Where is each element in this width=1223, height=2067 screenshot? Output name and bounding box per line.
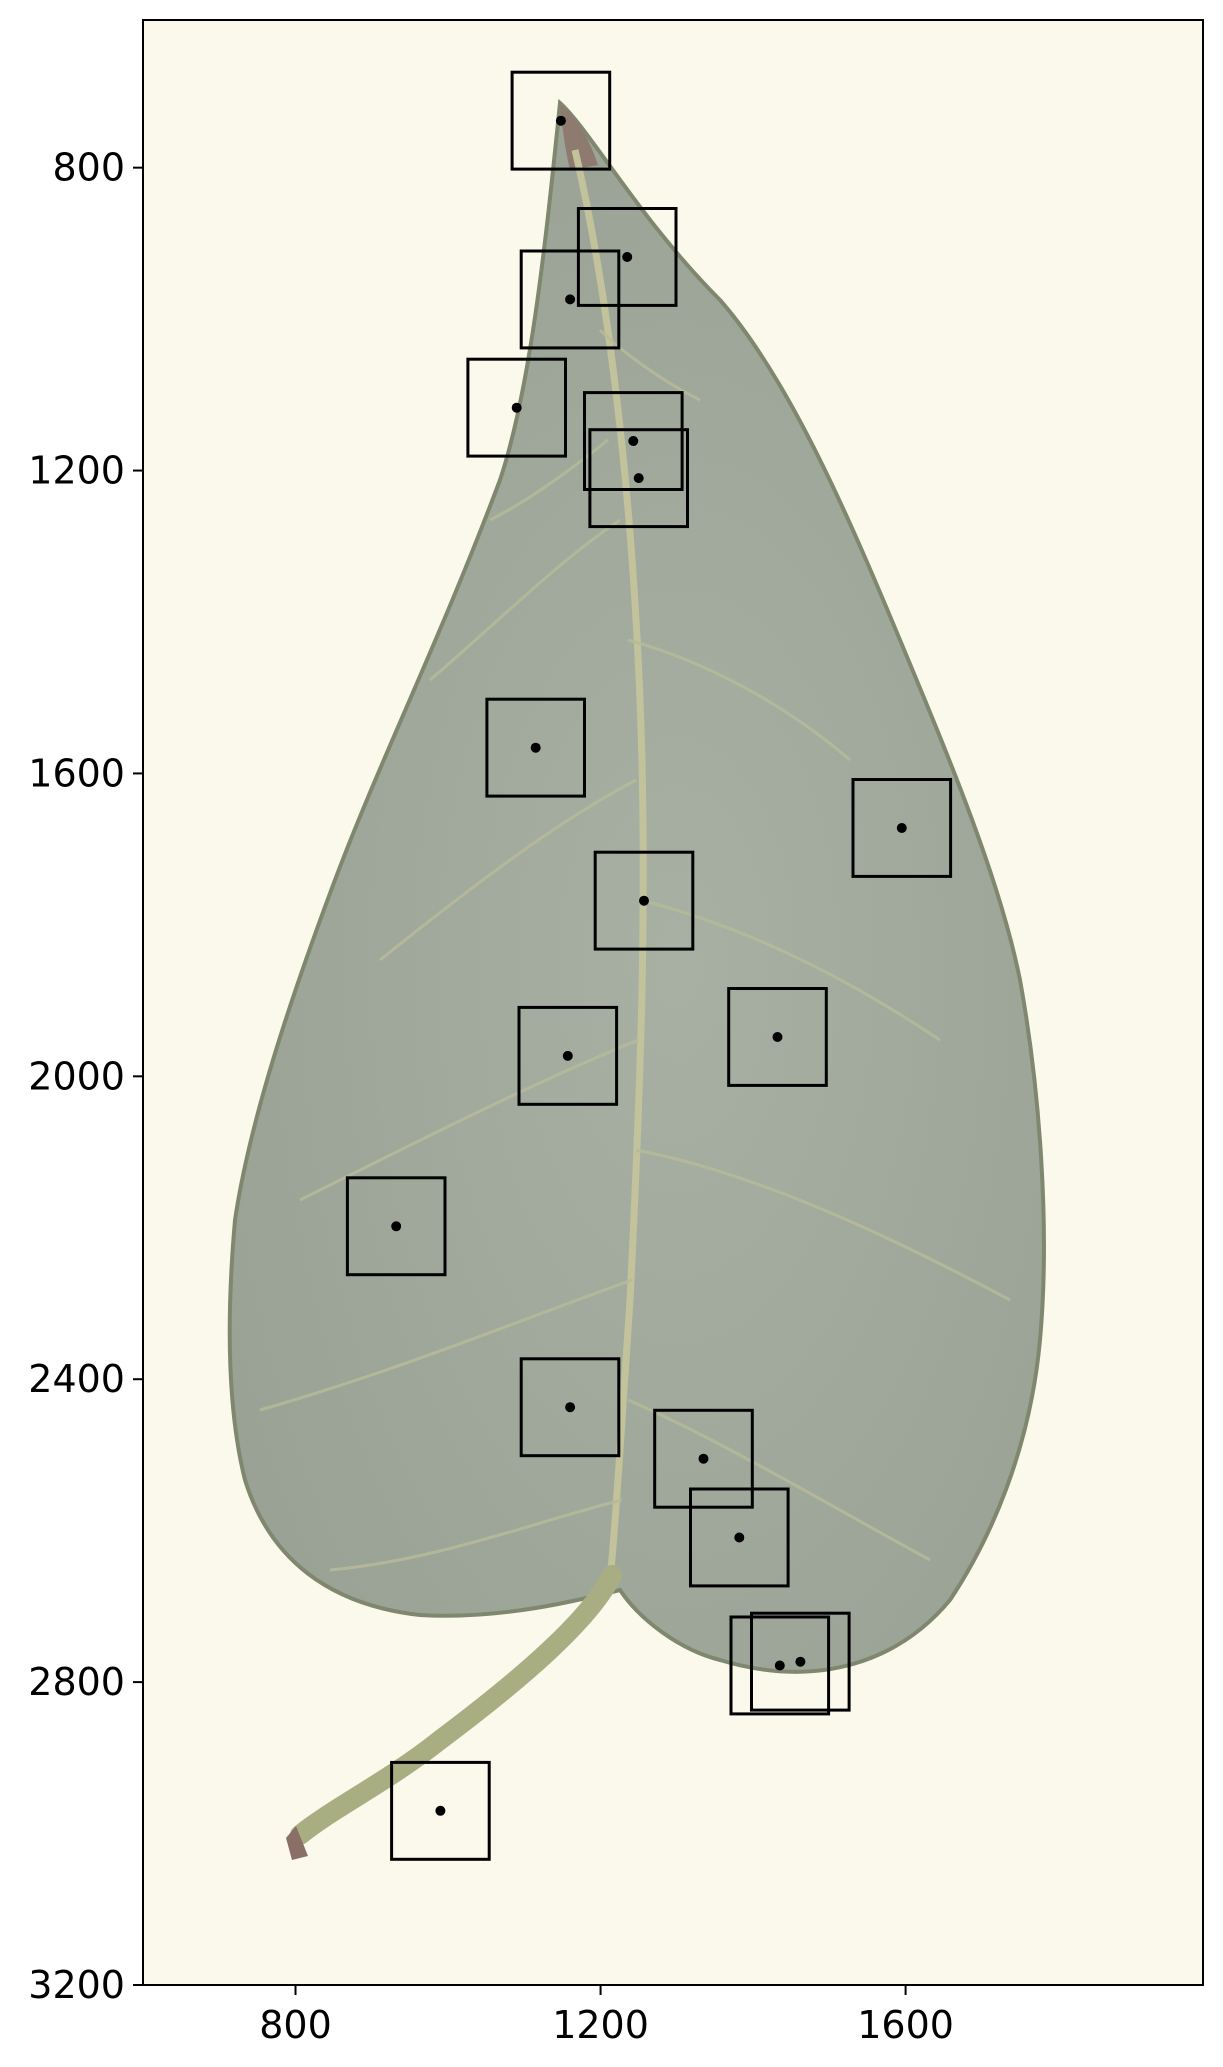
keypoint-dot bbox=[562, 1050, 573, 1061]
keypoint-6 bbox=[588, 428, 690, 529]
y-tick-label: 2400 bbox=[28, 1357, 125, 1401]
keypoint-dot bbox=[555, 115, 566, 126]
y-tick-label: 800 bbox=[52, 146, 125, 190]
plot-frame bbox=[142, 19, 1204, 1986]
plot-area bbox=[142, 19, 1204, 1986]
keypoint-box bbox=[689, 1487, 790, 1588]
keypoint-5 bbox=[583, 391, 684, 492]
keypoint-18 bbox=[390, 1760, 491, 1861]
keypoint-10 bbox=[727, 987, 828, 1087]
keypoint-box bbox=[390, 1760, 491, 1861]
keypoint-2 bbox=[576, 207, 678, 307]
x-tick-label: 1600 bbox=[857, 2003, 954, 2047]
keypoint-box bbox=[750, 1611, 851, 1712]
keypoint-dot bbox=[622, 252, 633, 262]
leaf-tip-brown bbox=[560, 103, 598, 170]
x-tick-label: 1200 bbox=[552, 2003, 649, 2047]
keypoint-box bbox=[593, 850, 695, 951]
x-axis: 800 1200 1600 bbox=[259, 1985, 954, 2047]
keypoint-dot bbox=[391, 1221, 402, 1232]
leaf-specimen-image bbox=[227, 98, 1046, 1860]
keypoint-dot bbox=[896, 823, 907, 833]
keypoint-box bbox=[466, 357, 567, 458]
keypoint-9 bbox=[593, 850, 695, 951]
keypoint-dot bbox=[565, 294, 576, 305]
keypoint-box bbox=[576, 207, 678, 307]
keypoint-7 bbox=[485, 697, 586, 798]
stem-end bbox=[286, 1826, 308, 1860]
keypoint-box bbox=[517, 1005, 619, 1106]
keypoint-box bbox=[345, 1176, 447, 1277]
leaf-blade bbox=[227, 98, 1046, 1674]
keypoint-dot bbox=[530, 742, 541, 753]
keypoint-dot bbox=[633, 473, 644, 484]
keypoint-13 bbox=[519, 1357, 621, 1458]
keypoint-15 bbox=[689, 1487, 790, 1588]
keypoint-box bbox=[729, 1615, 831, 1716]
keypoint-box bbox=[510, 70, 612, 171]
keypoint-box bbox=[588, 428, 690, 529]
midrib-vein bbox=[571, 149, 647, 1581]
y-tick-label: 1200 bbox=[28, 449, 125, 493]
y-axis: 800 1200 1600 2000 2400 2800 3200 bbox=[28, 146, 143, 2007]
y-tick-label: 2800 bbox=[28, 1660, 125, 1704]
keypoint-box bbox=[519, 1357, 621, 1458]
keypoint-3 bbox=[519, 249, 621, 350]
keypoint-17 bbox=[729, 1615, 831, 1716]
keypoint-16 bbox=[750, 1611, 851, 1712]
keypoint-12 bbox=[345, 1176, 447, 1277]
keypoint-dot bbox=[774, 1660, 785, 1671]
keypoint-4 bbox=[466, 357, 567, 458]
keypoint-dot bbox=[795, 1656, 806, 1667]
y-tick-label: 3200 bbox=[28, 1963, 125, 2007]
x-tick-label: 800 bbox=[259, 2003, 332, 2047]
keypoint-dot bbox=[628, 436, 639, 446]
keypoint-box bbox=[583, 391, 684, 492]
keypoint-dot bbox=[435, 1805, 446, 1816]
keypoint-box bbox=[485, 697, 586, 798]
keypoint-dot bbox=[639, 895, 649, 906]
keypoint-14 bbox=[653, 1408, 754, 1509]
keypoint-box bbox=[727, 987, 828, 1087]
keypoint-dot bbox=[772, 1032, 783, 1042]
keypoint-1 bbox=[510, 70, 612, 171]
y-tick-label: 2000 bbox=[28, 1054, 125, 1098]
keypoint-marks bbox=[345, 70, 953, 1861]
keypoint-dot bbox=[698, 1453, 709, 1464]
y-tick-label: 1600 bbox=[28, 751, 125, 795]
petiole-stem bbox=[290, 1565, 622, 1845]
keypoint-dot bbox=[565, 1402, 576, 1413]
keypoint-box bbox=[519, 249, 621, 350]
keypoint-dot bbox=[511, 402, 522, 413]
keypoint-box bbox=[851, 778, 953, 878]
keypoint-dot bbox=[734, 1532, 745, 1543]
lateral-veins bbox=[259, 328, 1011, 1572]
keypoint-8 bbox=[851, 778, 953, 878]
keypoint-11 bbox=[517, 1005, 619, 1106]
keypoint-box bbox=[653, 1408, 754, 1509]
